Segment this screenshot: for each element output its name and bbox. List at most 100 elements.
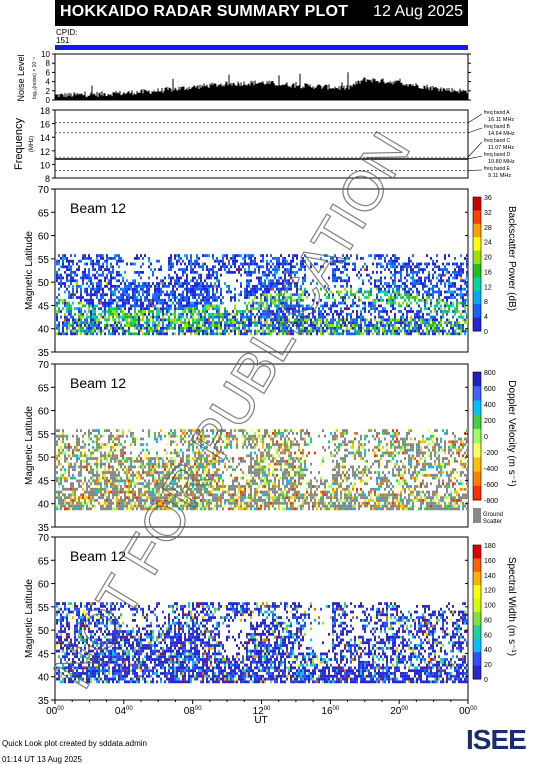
scatter-cell	[168, 435, 170, 438]
scatter-cell	[330, 330, 332, 333]
scatter-cell	[194, 327, 196, 330]
scatter-cell	[166, 496, 168, 499]
scatter-cell	[108, 507, 110, 510]
scatter-cell	[260, 299, 262, 302]
scatter-cell	[142, 443, 144, 446]
scatter-cell	[356, 310, 358, 313]
scatter-cell	[412, 327, 414, 330]
scatter-cell	[202, 304, 204, 307]
scatter-cell	[188, 288, 190, 291]
scatter-cell	[130, 460, 132, 463]
scatter-cell	[212, 321, 214, 324]
scatter-cell	[190, 279, 192, 282]
scatter-cell	[382, 310, 384, 313]
scatter-cell	[62, 254, 64, 257]
scatter-cell	[450, 304, 452, 307]
scatter-cell	[80, 293, 82, 296]
scatter-cell	[246, 318, 248, 321]
scatter-cell	[430, 327, 432, 330]
scatter-cell	[92, 457, 94, 460]
scatter-cell	[416, 313, 418, 316]
scatter-cell	[164, 307, 166, 310]
scatter-cell	[114, 318, 116, 321]
scatter-cell	[284, 330, 286, 333]
scatter-cell	[58, 499, 60, 502]
scatter-cell	[330, 263, 332, 266]
scatter-cell	[138, 332, 140, 335]
scatter-cell	[430, 324, 432, 327]
scatter-cell	[168, 438, 170, 441]
scatter-cell	[198, 316, 200, 319]
scatter-cell	[118, 449, 120, 452]
scatter-cell	[386, 285, 388, 288]
scatter-cell	[380, 254, 382, 257]
scatter-cell	[272, 274, 274, 277]
scatter-cell	[100, 477, 102, 480]
scatter-cell	[104, 313, 106, 316]
scatter-cell	[156, 466, 158, 469]
scatter-cell	[282, 260, 284, 263]
scatter-cell	[124, 466, 126, 469]
scatter-cell	[68, 291, 70, 294]
scatter-cell	[56, 479, 58, 482]
scatter-cell	[284, 318, 286, 321]
scatter-cell	[160, 279, 162, 282]
scatter-cell	[162, 332, 164, 335]
scatter-cell	[78, 324, 80, 327]
scatter-cell	[164, 285, 166, 288]
scatter-cell	[244, 316, 246, 319]
scatter-cell	[418, 310, 420, 313]
scatter-cell	[440, 321, 442, 324]
scatter-cell	[442, 274, 444, 277]
scatter-cell	[66, 268, 68, 271]
scatter-cell	[100, 265, 102, 268]
scatter-cell	[434, 285, 436, 288]
scatter-cell	[338, 277, 340, 280]
scatter-cell	[70, 507, 72, 510]
freq-band-name: freq band E	[484, 166, 511, 172]
scatter-cell	[114, 499, 116, 502]
scatter-cell	[270, 318, 272, 321]
scatter-cell	[180, 429, 182, 432]
scatter-cell	[148, 452, 150, 455]
scatter-cell	[338, 324, 340, 327]
scatter-cell	[348, 307, 350, 310]
scatter-cell	[418, 265, 420, 268]
scatter-cell	[140, 304, 142, 307]
scatter-cell	[398, 285, 400, 288]
scatter-cell	[118, 488, 120, 491]
scatter-cell	[64, 282, 66, 285]
scatter-cell	[174, 313, 176, 316]
scatter-cell	[122, 432, 124, 435]
scatter-cell	[272, 296, 274, 299]
scatter-cell	[434, 330, 436, 333]
scatter-cell	[98, 291, 100, 294]
colorbar-segment	[473, 304, 481, 318]
scatter-cell	[280, 277, 282, 280]
scatter-cell	[58, 293, 60, 296]
scatter-cell	[184, 477, 186, 480]
scatter-cell	[396, 327, 398, 330]
scatter-cell	[404, 327, 406, 330]
scatter-cell	[198, 318, 200, 321]
scatter-cell	[288, 279, 290, 282]
scatter-cell	[108, 282, 110, 285]
scatter-cell	[408, 296, 410, 299]
scatter-cell	[90, 327, 92, 330]
scatter-cell	[362, 318, 364, 321]
scatter-cell	[374, 318, 376, 321]
scatter-cell	[172, 499, 174, 502]
scatter-cell	[280, 307, 282, 310]
scatter-cell	[378, 316, 380, 319]
scatter-cell	[302, 293, 304, 296]
scatter-cell	[98, 318, 100, 321]
scatter-cell	[126, 502, 128, 505]
scatter-cell	[192, 285, 194, 288]
scatter-cell	[78, 285, 80, 288]
scatter-cell	[124, 482, 126, 485]
scatter-cell	[192, 310, 194, 313]
scatter-cell	[322, 304, 324, 307]
scatter-cell	[102, 274, 104, 277]
scatter-cell	[172, 285, 174, 288]
scatter-cell	[116, 288, 118, 291]
